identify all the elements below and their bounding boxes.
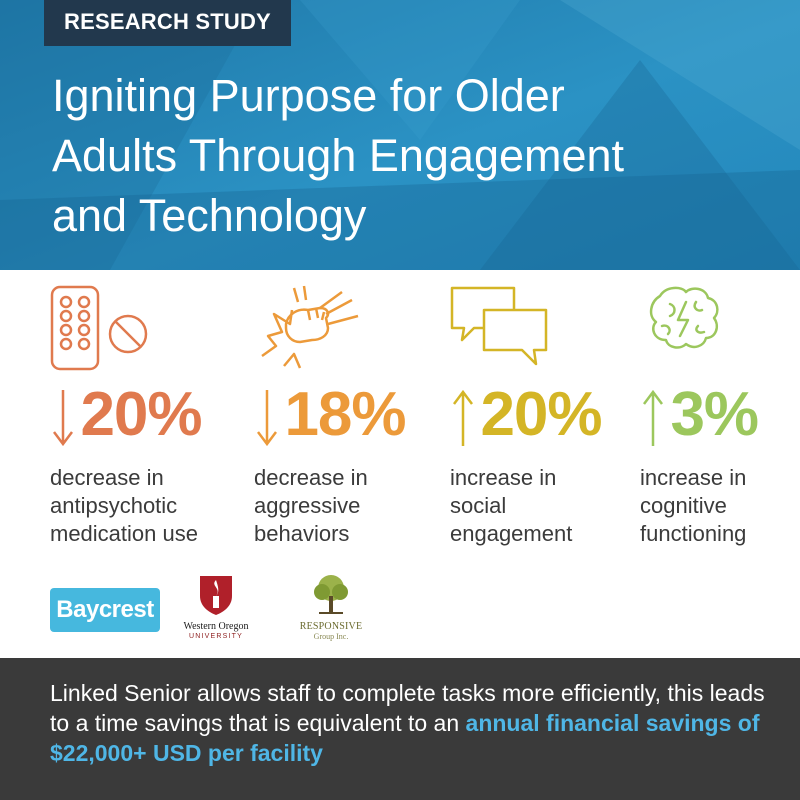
research-study-tag: RESEARCH STUDY	[44, 0, 291, 46]
tree-icon	[314, 575, 348, 614]
hero-background-pattern	[0, 0, 800, 270]
arrow-down-icon	[53, 390, 73, 447]
footer-banner: Linked Senior allows staff to complete t…	[0, 658, 800, 800]
partner-logos: Baycrest Western Oregon UNIVERSITY RESPO…	[50, 570, 370, 650]
stat-value: 20%	[480, 380, 602, 449]
wou-sub: UNIVERSITY	[188, 633, 243, 640]
desc-line: decrease in	[254, 465, 368, 490]
desc-line: decrease in	[50, 465, 164, 490]
stat-value: 18%	[284, 380, 406, 449]
torch-shield-icon	[200, 576, 232, 615]
hero-banner: RESEARCH STUDY Igniting Purpose for Olde…	[0, 0, 800, 270]
title-line-3: and Technology	[52, 190, 367, 241]
desc-line: medication use	[50, 521, 198, 546]
arrow-down-icon	[257, 390, 277, 447]
chat-bubbles-icon	[450, 286, 548, 366]
stat-description: decrease in antipsychotic medication use	[50, 464, 250, 548]
responsive-name: RESPONSIVE	[299, 621, 363, 632]
desc-line: increase in	[640, 465, 747, 490]
arrow-up-icon	[453, 389, 473, 446]
desc-line: engagement	[450, 521, 573, 546]
desc-line: social	[450, 493, 507, 518]
wou-name: Western Oregon	[183, 621, 249, 632]
desc-line: behaviors	[254, 521, 350, 546]
title-line-1: Igniting Purpose for Older	[52, 70, 565, 121]
arrow-up-icon	[643, 389, 663, 446]
footer-text-plain: Linked Senior allows staff to complete t…	[50, 680, 765, 736]
page-title: Igniting Purpose for Older Adults Throug…	[52, 66, 752, 246]
stat-cognitive: 3% increase in cognitive functioning	[640, 284, 800, 554]
stat-value: 3%	[670, 380, 759, 449]
desc-line: aggressive	[254, 493, 361, 518]
brain-icon	[649, 286, 719, 349]
desc-line: antipsychotic	[50, 493, 178, 518]
responsive-group-logo: RESPONSIVE Group Inc.	[296, 572, 366, 646]
footer-text: Linked Senior allows staff to complete t…	[50, 678, 770, 768]
desc-line: cognitive	[640, 493, 727, 518]
footer-text-highlight: annual financial savings of $22,000+ USD…	[50, 710, 760, 766]
stat-description: decrease in aggressive behaviors	[254, 464, 454, 548]
stat-social: 20% increase in social engagement	[450, 284, 640, 554]
stat-antipsychotic: 20% decrease in antipsychotic medication…	[50, 284, 240, 554]
desc-line: increase in	[450, 465, 557, 490]
desc-line: functioning	[640, 521, 747, 546]
title-line-2: Adults Through Engagement	[52, 130, 625, 181]
responsive-sub: Group Inc.	[313, 632, 349, 641]
stat-description: increase in social engagement	[450, 464, 650, 548]
fist-icon	[261, 285, 359, 369]
pills-icon	[50, 285, 148, 371]
stat-aggressive: 18% decrease in aggressive behaviors	[254, 284, 444, 554]
stat-value: 20%	[80, 380, 202, 449]
western-oregon-university-logo: Western Oregon UNIVERSITY	[174, 572, 258, 644]
baycrest-logo: Baycrest	[50, 588, 160, 632]
stat-description: increase in cognitive functioning	[640, 464, 800, 548]
